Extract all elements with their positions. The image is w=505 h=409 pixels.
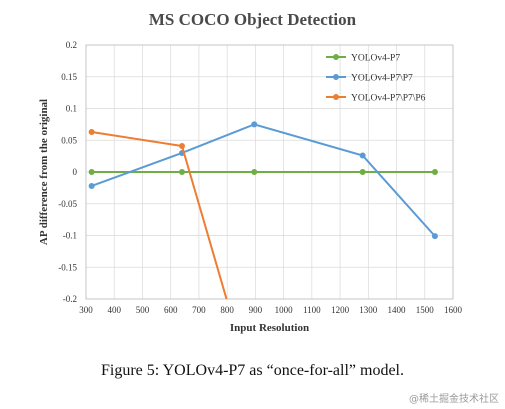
legend-marker [333, 54, 339, 60]
data-point [178, 169, 185, 175]
data-point [251, 169, 258, 175]
data-point [88, 169, 95, 175]
y-tick-label: 0 [73, 167, 78, 177]
figure-caption: Figure 5: YOLOv4-P7 as “once-for-all” mo… [101, 362, 404, 379]
x-tick-label: 800 [220, 305, 234, 315]
legend-marker [333, 74, 339, 80]
data-point [431, 233, 438, 240]
x-tick-label: 1100 [303, 305, 321, 315]
y-tick-label: 0.05 [61, 135, 77, 145]
series-lines [88, 121, 438, 299]
x-tick-labels: 300 400 500 600 700 800 900 1000 1100 1200 1300 140… [79, 305, 462, 315]
x-tick-label: 1600 [444, 305, 463, 315]
y-tick-label: -0.2 [63, 294, 77, 304]
series-line [91, 123, 436, 237]
chart-plot: -0.2 -0.15 -0.1 -0.05 0 0.05 0.1 0.15 0.2 300 400… [38, 40, 463, 334]
data-point [359, 152, 366, 159]
y-tick-label: 0.1 [66, 104, 77, 114]
x-tick-label: 900 [249, 305, 263, 315]
x-tick-label: 1400 [388, 305, 407, 315]
legend-marker [333, 94, 339, 100]
x-tick-label: 400 [107, 305, 121, 315]
y-tick-label: 0.2 [66, 40, 77, 50]
y-tick-label: -0.05 [58, 199, 77, 209]
legend-label: YOLOv4-P7\P7 [351, 74, 413, 84]
y-tick-label: 0.15 [61, 72, 77, 82]
x-tick-label: 1500 [416, 305, 435, 315]
data-point [251, 121, 258, 128]
watermark-text: @稀土掘金技术社区 [409, 394, 499, 405]
legend-label: YOLOv4-P7\P7\P6 [351, 94, 426, 104]
series-line [91, 131, 228, 299]
y-tick-labels: -0.2 -0.15 -0.1 -0.05 0 0.05 0.1 0.15 0.2 [58, 40, 77, 304]
x-tick-label: 300 [79, 305, 93, 315]
x-tick-label: 1200 [331, 305, 350, 315]
x-tick-label: 600 [164, 305, 178, 315]
y-tick-label: -0.1 [63, 231, 77, 241]
y-tick-label: -0.15 [58, 262, 77, 272]
plot-frame [85, 44, 454, 300]
x-tick-label: 1300 [359, 305, 378, 315]
x-tick-label: 1000 [275, 305, 294, 315]
legend: YOLOv4-P7 YOLOv4-P7\P7 YOLOv4-P7\P7\P6 [326, 54, 426, 104]
legend-label: YOLOv4-P7 [351, 54, 400, 64]
x-axis-title: Input Resolution [230, 322, 309, 334]
x-tick-label: 500 [136, 305, 150, 315]
data-point [359, 169, 366, 175]
data-point [88, 182, 95, 189]
data-point [178, 142, 185, 149]
data-point [88, 128, 95, 135]
y-axis-title: AP difference from the original [38, 99, 50, 245]
x-tick-label: 700 [192, 305, 206, 315]
chart-title: MS COCO Object Detection [148, 10, 357, 29]
data-point [431, 169, 438, 175]
